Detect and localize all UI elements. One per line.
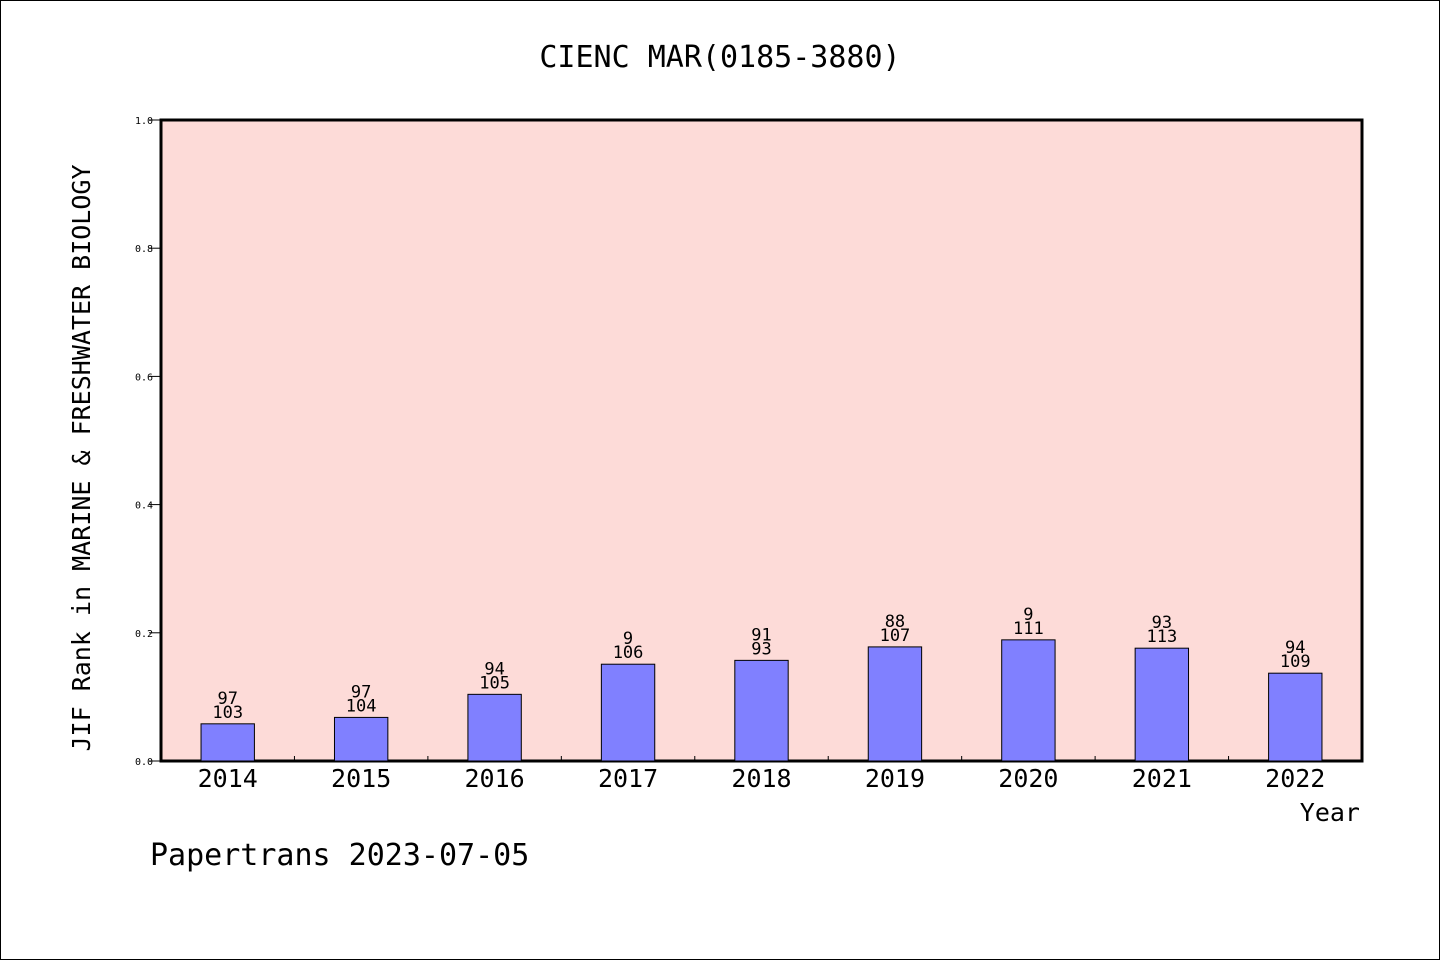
- x-tick-label: 2022: [1265, 764, 1325, 793]
- y-tick-label: 0.4: [135, 501, 153, 512]
- bar-total-label: 103: [212, 703, 243, 723]
- chart-title: CIENC MAR(0185-3880): [539, 40, 900, 75]
- bar-total-label: 107: [880, 626, 911, 646]
- bar-total-label: 105: [479, 673, 510, 693]
- y-axis-label: JIF Rank in MARINE & FRESHWATER BIOLOGY: [67, 165, 96, 752]
- y-tick-label: 0.0: [135, 757, 153, 768]
- bar-rank-label: 94: [484, 659, 504, 679]
- x-tick-label: 2015: [331, 764, 391, 793]
- y-tick-label: 0.8: [135, 244, 153, 255]
- bar-total-label: 106: [613, 643, 644, 663]
- bar-2021: [1134, 647, 1190, 762]
- bar-total-label: 113: [1146, 627, 1177, 647]
- bar-2014: [200, 723, 255, 762]
- bar-rank-label: 9: [623, 629, 633, 649]
- x-tick-label: 2014: [198, 764, 258, 793]
- bar-rank-label: 97: [351, 682, 371, 702]
- bar-total-label: 93: [751, 639, 771, 659]
- footer-text: Papertrans 2023-07-05: [150, 838, 529, 873]
- bar-2022: [1268, 672, 1323, 762]
- y-tick-label: 1.0: [135, 116, 153, 127]
- bar-total-label: 109: [1280, 652, 1311, 672]
- x-tick-label: 2016: [465, 764, 525, 793]
- bar-2015: [333, 716, 389, 762]
- bar-2016: [467, 693, 522, 762]
- x-tick-label: 2018: [731, 764, 791, 793]
- x-tick-label: 2021: [1132, 764, 1192, 793]
- bar-total-label: 104: [346, 696, 377, 716]
- bar-rank-label: 9: [1023, 605, 1033, 625]
- bar-2019: [867, 646, 923, 762]
- bar-total-label: 111: [1013, 619, 1044, 639]
- bar-rank-label: 91: [751, 625, 771, 645]
- bar-rank-label: 97: [217, 689, 237, 709]
- y-tick-label: 0.2: [135, 629, 153, 640]
- x-axis-label: Year: [1300, 798, 1360, 827]
- x-tick-label: 2020: [998, 764, 1058, 793]
- x-tick-label: 2017: [598, 764, 658, 793]
- bar-2017: [600, 663, 656, 762]
- x-axis: 2014 2015 2016 2017 2018 2019 2020 2021 2022: [198, 756, 1325, 793]
- bar-2020: [1001, 639, 1056, 762]
- y-axis: 0.0 0.2 0.4 0.6 0.8 1.0: [135, 116, 161, 768]
- bar-rank-label: 94: [1285, 638, 1305, 658]
- y-tick-label: 0.6: [135, 372, 153, 383]
- x-tick-label: 2019: [865, 764, 925, 793]
- bar-rank-label: 88: [885, 612, 905, 632]
- bar-2018: [734, 659, 789, 762]
- bar-rank-label: 93: [1152, 613, 1172, 633]
- bar-series: [200, 639, 1323, 762]
